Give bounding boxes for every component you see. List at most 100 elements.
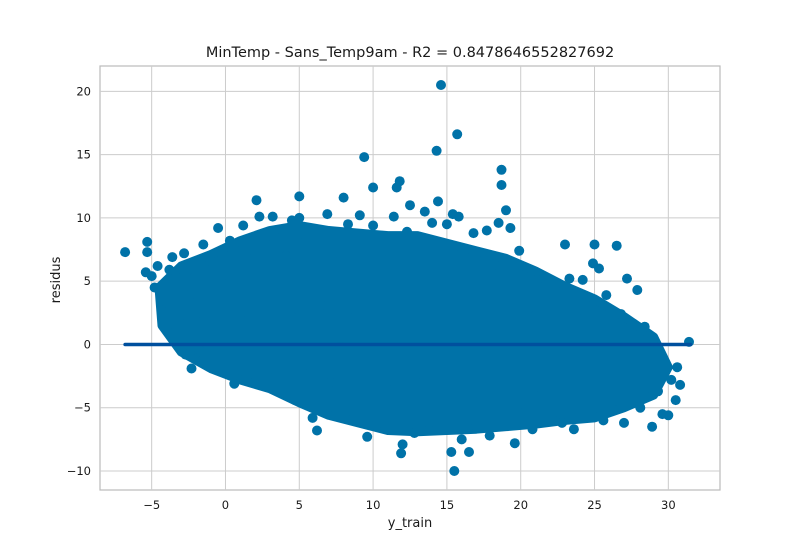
data-point — [564, 273, 575, 284]
data-point — [300, 359, 311, 370]
data-point — [639, 321, 650, 332]
data-point — [427, 217, 438, 228]
data-point — [514, 245, 525, 256]
data-point — [384, 247, 395, 258]
data-point — [449, 466, 460, 476]
data-point — [388, 211, 399, 222]
data-point — [402, 226, 412, 237]
data-point — [196, 355, 207, 366]
data-point — [632, 285, 643, 295]
data-point — [216, 272, 226, 283]
data-point — [224, 235, 235, 246]
data-point — [523, 304, 534, 314]
data-point — [307, 412, 318, 423]
data-point — [453, 211, 464, 222]
data-point — [294, 191, 305, 202]
data-point — [638, 387, 649, 398]
data-point — [456, 434, 467, 445]
data-point — [176, 310, 187, 321]
data-point — [635, 402, 646, 413]
y-tick-label: 15 — [76, 148, 91, 162]
y-tick-label: 20 — [76, 84, 91, 98]
data-point — [179, 248, 190, 259]
data-point — [415, 368, 426, 379]
data-point — [312, 425, 322, 436]
data-point — [396, 448, 407, 459]
data-point — [186, 288, 197, 299]
data-point — [142, 247, 153, 258]
data-point — [605, 401, 616, 412]
data-point — [611, 240, 622, 251]
data-point — [670, 395, 681, 406]
data-point — [433, 196, 443, 207]
data-point — [292, 304, 303, 314]
data-point — [306, 258, 317, 269]
data-point — [368, 220, 379, 231]
data-point — [270, 371, 281, 382]
x-tick-label: −5 — [143, 498, 160, 512]
data-point — [573, 305, 584, 316]
y-tick-label: 10 — [76, 211, 91, 225]
data-point — [439, 386, 449, 397]
data-point — [452, 129, 463, 140]
x-tick-label: 30 — [661, 498, 676, 512]
data-point — [527, 424, 538, 435]
y-axis-ticks: −10 −5 0 5 10 15 20 — [67, 84, 91, 478]
data-point — [229, 282, 240, 293]
data-point — [546, 412, 557, 423]
data-point — [598, 415, 609, 426]
data-point — [616, 309, 627, 320]
data-point — [264, 230, 275, 241]
x-tick-label: 5 — [296, 498, 303, 512]
data-point — [594, 263, 604, 274]
data-point — [298, 229, 309, 240]
data-point — [660, 364, 671, 375]
data-point — [532, 274, 542, 285]
data-point — [619, 417, 629, 428]
data-point — [152, 261, 163, 271]
data-point — [557, 417, 567, 428]
data-point — [419, 206, 430, 217]
data-point — [146, 271, 157, 282]
x-tick-label: 0 — [222, 498, 229, 512]
data-point — [325, 377, 336, 388]
data-point — [350, 311, 361, 322]
data-point — [489, 259, 500, 270]
data-point — [365, 281, 376, 292]
x-tick-label: 20 — [513, 498, 528, 512]
data-point — [186, 363, 197, 374]
data-point — [281, 250, 291, 261]
data-point — [405, 200, 415, 211]
data-point — [371, 420, 381, 431]
data-point — [359, 152, 370, 163]
data-point — [276, 286, 287, 297]
data-point — [651, 371, 662, 382]
data-point — [182, 266, 193, 276]
data-point — [142, 236, 153, 247]
data-point — [536, 383, 547, 394]
data-point — [120, 247, 131, 258]
data-point — [577, 274, 588, 285]
x-axis-label: y_train — [388, 516, 432, 531]
data-point — [475, 395, 486, 406]
data-point — [626, 319, 637, 330]
data-point — [461, 281, 472, 292]
data-point — [229, 378, 240, 389]
data-point — [235, 314, 246, 325]
x-axis-ticks: −5 0 5 10 15 20 25 30 — [143, 498, 675, 512]
data-point — [505, 223, 516, 233]
data-point — [551, 286, 562, 297]
data-point — [481, 225, 492, 236]
data-point — [316, 300, 327, 311]
y-tick-label: −10 — [67, 464, 91, 478]
data-point — [381, 377, 392, 388]
data-point — [375, 326, 386, 337]
data-point — [542, 297, 553, 308]
data-point — [267, 211, 278, 222]
data-point — [648, 334, 659, 345]
data-point — [568, 424, 579, 435]
data-point — [328, 255, 339, 266]
data-point — [180, 349, 191, 360]
data-point — [518, 398, 529, 409]
data-point — [496, 164, 507, 175]
